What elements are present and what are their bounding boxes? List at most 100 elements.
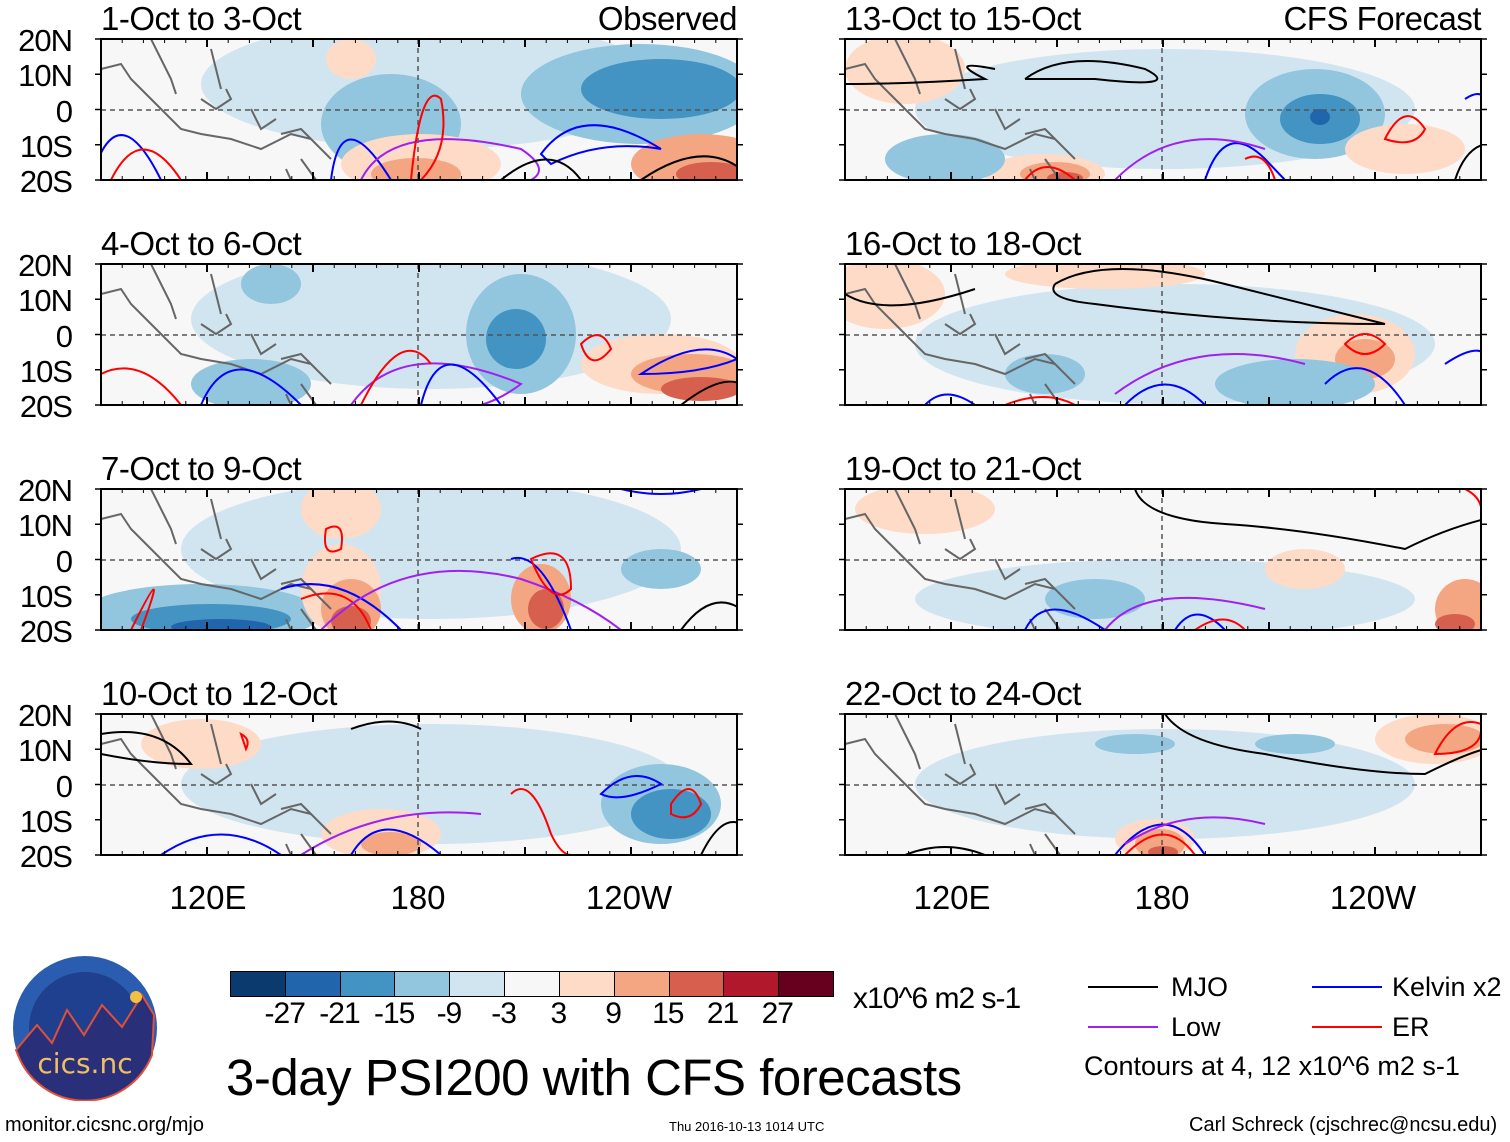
contour-line [1024, 166, 1076, 180]
panel-title: 4-Oct to 6-Oct [101, 225, 302, 262]
contour-line [510, 556, 572, 630]
shading-region [1005, 354, 1085, 394]
shading-region [1435, 614, 1475, 630]
shading-region [181, 724, 681, 844]
coastline [845, 489, 1076, 630]
colorbar-tick-label: 27 [761, 997, 794, 1030]
shading-region [621, 549, 701, 589]
contour-line [1174, 613, 1226, 630]
colorbar-swatch [505, 972, 560, 996]
contour-line [1444, 349, 1481, 365]
colorbar-units: x10^6 m2 s-1 [853, 982, 1021, 1015]
lon-label: 120W [585, 879, 673, 916]
contour-line [510, 788, 572, 855]
contour-line [350, 828, 442, 855]
colorbar-tick-label: 3 [550, 997, 568, 1030]
map-panel [839, 488, 1487, 631]
contour-line [1454, 144, 1481, 180]
contour-line [1134, 489, 1481, 551]
contour-line [1124, 816, 1266, 845]
contour-line [1114, 353, 1306, 395]
shading-region [1045, 579, 1145, 619]
contour-line [324, 525, 343, 553]
contour-line [620, 489, 702, 495]
contour-line [101, 731, 194, 766]
shading-region [371, 158, 461, 180]
contour-line [1104, 596, 1266, 630]
map-panel [95, 713, 743, 856]
contour-line [350, 720, 422, 730]
shading-region [915, 729, 1415, 839]
contour-line [300, 592, 372, 630]
colorbar-swatch [559, 972, 615, 996]
colorbar-tick-label: 9 [605, 997, 622, 1030]
shading-region [326, 39, 376, 79]
lon-label: 180 [1134, 879, 1190, 916]
colorbar-tick-label: -3 [491, 997, 517, 1030]
contour-line [200, 368, 302, 405]
contour-line [924, 393, 976, 405]
shading-region [845, 264, 945, 329]
panel-title: 1-Oct to 3-Oct [101, 0, 302, 37]
shading-region [171, 619, 271, 630]
lat-label: 10S [19, 578, 73, 614]
lat-label: 10N [18, 283, 73, 319]
contour-line [1024, 608, 1106, 630]
contour-line [1164, 714, 1481, 776]
legend-label-low: Low [1171, 1012, 1221, 1042]
colorbar-swatch [614, 972, 670, 996]
contour-line [360, 138, 540, 180]
coastline [845, 714, 1076, 855]
shading-region [301, 489, 381, 539]
contour-line [1194, 618, 1246, 630]
shading-region [581, 59, 737, 119]
contour-line [420, 363, 502, 405]
lat-label: 10S [19, 353, 73, 389]
legend-label-mjo: MJO [1171, 972, 1228, 1002]
lat-label: 20N [18, 698, 73, 733]
panel-tag: CFS Forecast [1283, 0, 1481, 37]
shading-region [676, 162, 737, 180]
contour-line [1204, 142, 1286, 180]
contour-line [500, 158, 582, 180]
legend-line-low [1088, 1026, 1158, 1028]
shading-region [855, 489, 995, 534]
colorbar-swatch [340, 972, 396, 996]
shading-region [845, 39, 965, 104]
shading-region [1345, 124, 1465, 174]
contour-line [599, 775, 663, 799]
colorbar-swatch [779, 972, 833, 996]
contour-line [1114, 138, 1266, 180]
contour-line [904, 846, 986, 855]
contour-line [1464, 93, 1481, 100]
contour-line [320, 569, 622, 630]
lat-label: 0 [55, 543, 73, 579]
coastline [101, 39, 332, 180]
shading-region [1215, 359, 1375, 405]
map-panel [95, 488, 743, 631]
contour-line [640, 155, 737, 180]
lon-label: 120W [1329, 879, 1417, 916]
lon-label: 120E [169, 879, 247, 916]
shading-region [528, 589, 564, 629]
panel-title: 13-Oct to 15-Oct [845, 0, 1081, 37]
panel-title: 7-Oct to 9-Oct [101, 450, 302, 487]
lat-label: 20S [19, 614, 73, 649]
shading-region [191, 359, 311, 405]
contour-line [700, 821, 737, 855]
lat-label: 20N [18, 23, 73, 58]
footer-url[interactable]: monitor.cicsnc.org/mjo [5, 1114, 204, 1136]
lat-label: 0 [55, 93, 73, 129]
contour-line [1124, 833, 1196, 855]
cics-logo: cics.nc [13, 956, 157, 1101]
colorbar-swatch [669, 972, 725, 996]
panel-title: 22-Oct to 24-Oct [845, 675, 1081, 712]
lat-label: 0 [55, 768, 73, 804]
contour-line [680, 380, 737, 405]
contour-line [529, 552, 573, 596]
contour-line [1343, 333, 1387, 355]
contour-note: Contours at 4, 12 x10^6 m2 s-1 [1084, 1051, 1460, 1081]
panel-title: 16-Oct to 18-Oct [845, 225, 1081, 262]
legend-label-kelvin: Kelvin x2 [1392, 972, 1502, 1002]
colorbar [230, 971, 834, 997]
